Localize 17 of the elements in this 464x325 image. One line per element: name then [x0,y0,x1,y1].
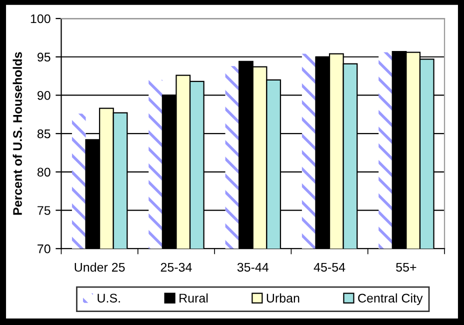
legend-label: Rural [180,293,208,303]
y-tick-label: 85 [37,129,50,138]
x-tick-label: 25-34 [160,262,192,272]
legend-label: Urban [266,293,300,303]
x-tick-label: 45-54 [314,262,346,272]
y-tick-label: 80 [37,168,50,177]
legend-label: Central City [358,293,423,306]
x-tick-label: 55+ [396,262,416,272]
y-tick-label: 75 [38,206,50,215]
y-tick-label: 100 [30,14,50,24]
x-tick-label: 35-44 [237,262,268,272]
y-tick-label: 70 [38,244,50,254]
y-tick-label: 95 [38,52,50,62]
y-axis-title: Percent of U.S. Households [12,52,22,215]
y-tick-label: 90 [38,91,50,100]
legend-label: U.S. [98,294,120,303]
x-tick-label: Under 25 [74,262,125,272]
